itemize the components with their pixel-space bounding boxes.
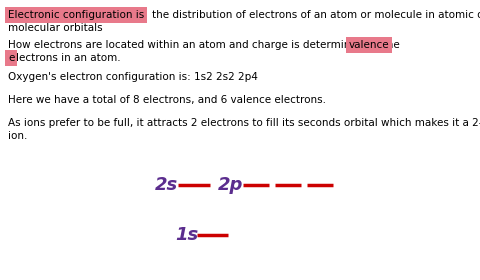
Text: e: e: [8, 53, 14, 63]
Text: molecular orbitals: molecular orbitals: [8, 23, 103, 33]
Text: lectrons in an atom.: lectrons in an atom.: [16, 53, 120, 63]
Text: How electrons are located within an atom and charge is determined by the: How electrons are located within an atom…: [8, 40, 403, 50]
Text: As ions prefer to be full, it attracts 2 electrons to fill its seconds orbital w: As ions prefer to be full, it attracts 2…: [8, 118, 480, 128]
Text: the distribution of electrons of an atom or molecule in atomic or: the distribution of electrons of an atom…: [152, 10, 480, 20]
Text: 2s: 2s: [155, 176, 178, 194]
Text: 1s: 1s: [175, 226, 198, 244]
Text: ion.: ion.: [8, 131, 27, 141]
Text: 2p: 2p: [218, 176, 243, 194]
Text: valence: valence: [349, 40, 390, 50]
Text: Electronic configuration is: Electronic configuration is: [8, 10, 144, 20]
Text: Oxygen's electron configuration is: 1s2 2s2 2p4: Oxygen's electron configuration is: 1s2 …: [8, 72, 258, 82]
Text: Here we have a total of 8 electrons, and 6 valence electrons.: Here we have a total of 8 electrons, and…: [8, 95, 326, 105]
